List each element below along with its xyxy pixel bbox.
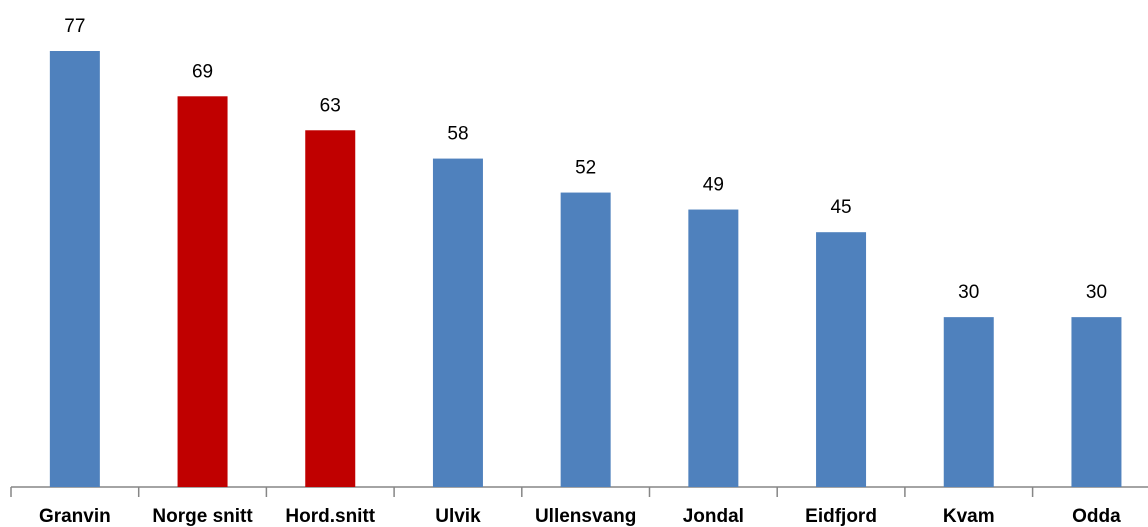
bar [560,192,611,487]
value-label: 49 [703,175,724,196]
value-label: 30 [1086,282,1107,303]
value-label: 69 [192,61,213,82]
bar [305,130,356,488]
x-tick-label: Granvin [39,506,111,527]
value-label: 30 [958,282,979,303]
bar [943,317,994,487]
x-tick-label: Jondal [683,506,744,527]
x-tick-label: Ullensvang [535,506,636,527]
x-tick-label: Odda [1072,506,1121,527]
x-tick-label: Eidfjord [805,506,877,527]
value-label: 52 [575,158,596,179]
x-tick-label: Ulvik [435,506,481,527]
x-tick-label: Kvam [943,506,995,527]
bar [688,209,739,487]
value-label: 45 [830,197,851,218]
bar [177,96,228,487]
bar [432,158,483,487]
x-tick-label: Hord.snitt [285,506,375,527]
bar [816,232,867,487]
value-label: 58 [447,124,468,145]
value-label: 63 [320,95,341,116]
bar [49,51,100,487]
value-label: 77 [64,16,85,37]
x-tick-label: Norge snitt [152,506,253,527]
bar [1071,317,1122,487]
